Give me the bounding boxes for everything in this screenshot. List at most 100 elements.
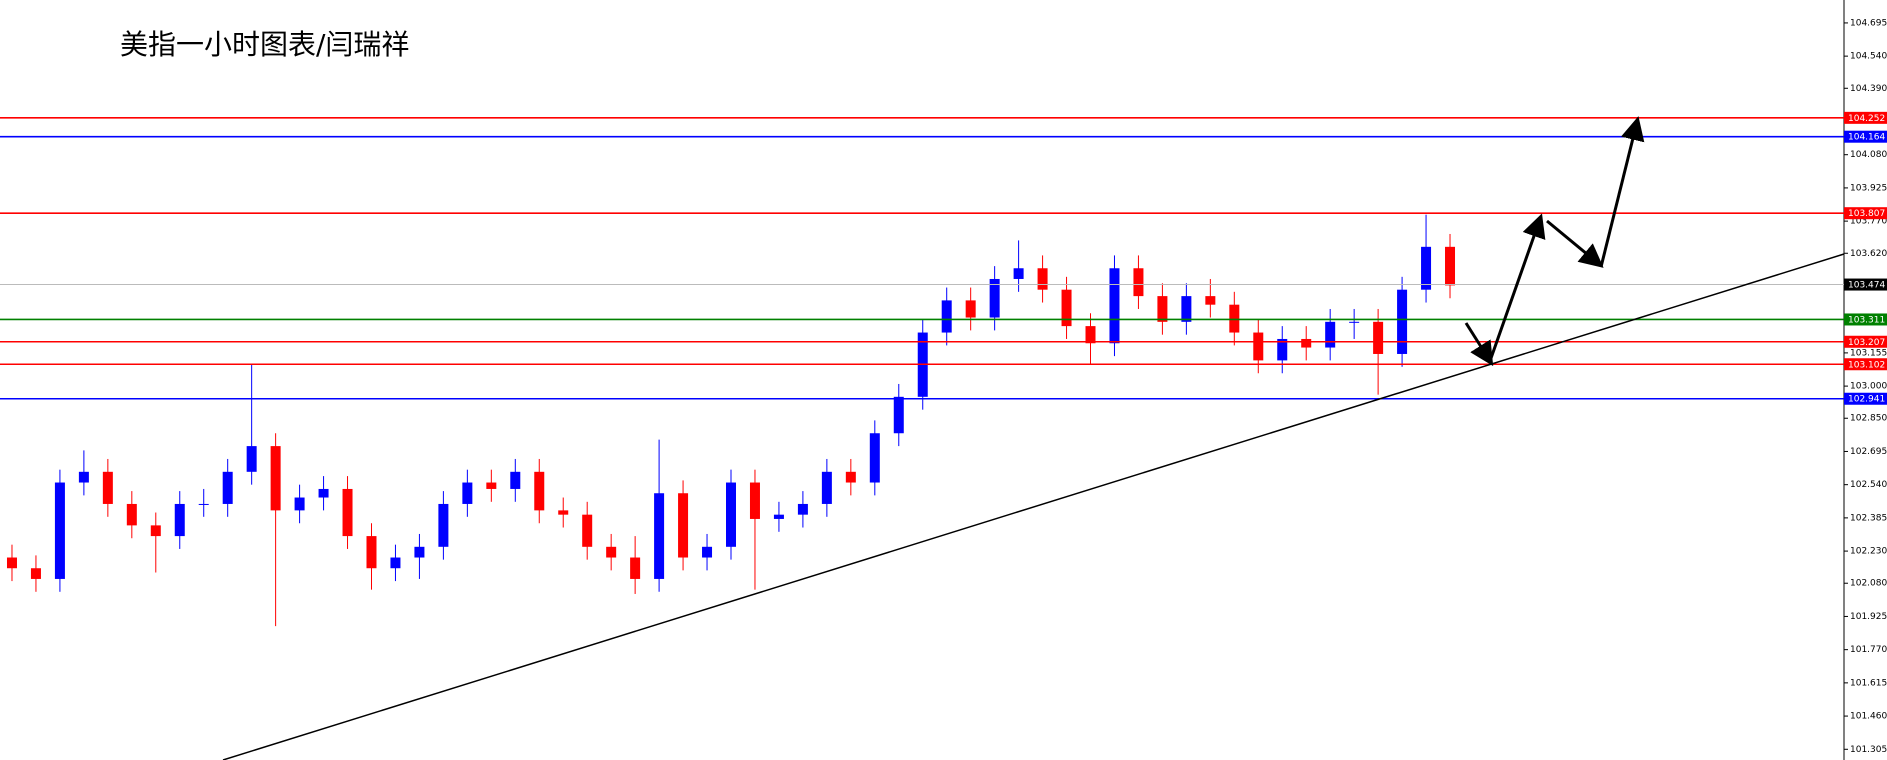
candle-body [582, 514, 593, 547]
candle-body [462, 482, 473, 504]
arrow [1599, 116, 1645, 268]
candle-body [1157, 296, 1168, 322]
candle-body [678, 493, 689, 558]
y-tick-label: 102.230 [1850, 547, 1887, 557]
candle-body [1181, 296, 1192, 322]
candle-body [1013, 268, 1024, 279]
y-tick-label: 101.925 [1850, 612, 1887, 622]
level-label: 103.807 [1848, 209, 1885, 219]
y-tick-label: 103.155 [1850, 348, 1887, 358]
candle-body [30, 568, 41, 579]
y-tick-label: 103.620 [1850, 249, 1887, 259]
candle-body [1397, 289, 1408, 354]
candle-body [318, 488, 329, 498]
level-label-bg [1844, 207, 1887, 220]
y-tick-label: 103.925 [1850, 183, 1887, 193]
candle-body [1373, 321, 1384, 354]
candle-body [1133, 268, 1144, 297]
candle-body [6, 557, 17, 569]
candle-body [294, 497, 305, 511]
candle-body [486, 482, 497, 489]
candle-body [1229, 304, 1240, 333]
candle-body [198, 503, 209, 505]
level-label: 104.164 [1848, 133, 1885, 143]
candle-body [342, 488, 353, 537]
level-label-bg [1844, 392, 1887, 405]
candle-body [845, 471, 856, 483]
candle-body [1253, 332, 1264, 361]
chart-title: 美指一小时图表/闫瑞祥 [120, 28, 409, 61]
candle-body [1085, 326, 1096, 344]
level-label-bg [1844, 358, 1887, 371]
level-label: 103.474 [1848, 281, 1885, 291]
forecast-arrows [1464, 116, 1645, 367]
candle-body [797, 503, 808, 515]
candle-body [821, 471, 832, 504]
candle-body [1061, 289, 1072, 327]
candle-body [1109, 268, 1120, 344]
y-tick-label: 101.460 [1850, 712, 1887, 722]
y-tick-label: 104.390 [1850, 84, 1887, 94]
candle-body [102, 471, 113, 504]
y-tick-label: 102.850 [1850, 414, 1887, 424]
y-tick-label: 102.695 [1850, 447, 1887, 457]
trend-line [222, 253, 1845, 760]
y-tick-label: 104.080 [1850, 150, 1887, 160]
candle-body [893, 396, 904, 434]
arrow [1464, 322, 1494, 367]
candle-body [630, 557, 641, 579]
candle-body [1325, 321, 1336, 348]
level-label-bg [1844, 111, 1887, 124]
candle-body [438, 503, 449, 547]
candle-body [726, 482, 736, 547]
level-label: 103.311 [1848, 315, 1885, 325]
candle-body [366, 536, 377, 569]
candle-body [390, 557, 401, 569]
candle-body [414, 546, 425, 558]
candle-body [126, 503, 137, 526]
candle-body [78, 471, 89, 483]
candle-body [1301, 338, 1312, 348]
candle-body [1421, 246, 1432, 290]
y-tick-label: 102.540 [1850, 480, 1887, 490]
y-tick-label: 102.080 [1850, 579, 1887, 589]
candle-body [749, 482, 760, 519]
level-label: 104.252 [1848, 114, 1885, 124]
y-tick-label: 104.695 [1850, 18, 1887, 28]
candle-body [534, 471, 545, 511]
candle-body [1445, 246, 1456, 286]
level-label: 103.207 [1848, 338, 1885, 348]
y-tick-label: 101.305 [1850, 745, 1887, 755]
y-tick-label: 104.540 [1850, 52, 1887, 62]
candle-body [654, 493, 665, 579]
candle-body [773, 514, 784, 519]
candle-body [558, 510, 569, 515]
level-label-bg [1844, 130, 1887, 143]
level-label-bg [1844, 278, 1887, 291]
candle-body [941, 300, 952, 333]
y-tick-label: 101.770 [1850, 645, 1887, 655]
level-label: 103.102 [1848, 360, 1885, 370]
candle-body [54, 482, 65, 579]
candle-body [1349, 321, 1360, 323]
candle-body [174, 503, 185, 537]
candle-body [606, 546, 617, 558]
y-tick-label: 103.000 [1850, 382, 1887, 392]
candle-body [1277, 338, 1288, 361]
candle-body [222, 471, 233, 504]
candle-body [1205, 296, 1216, 305]
level-label-bg [1844, 313, 1887, 326]
candle-body [869, 433, 880, 483]
y-tick-label: 103.770 [1850, 217, 1887, 227]
arrow [1488, 213, 1546, 362]
candle-body [150, 525, 161, 537]
candle-body [510, 471, 521, 489]
candle-body [270, 446, 281, 511]
candle-body [702, 546, 713, 558]
arrow [1546, 219, 1604, 268]
candle-body [989, 278, 1000, 318]
candle-body [965, 300, 976, 318]
y-tick-label: 101.615 [1850, 678, 1887, 688]
level-label: 102.941 [1848, 395, 1885, 405]
